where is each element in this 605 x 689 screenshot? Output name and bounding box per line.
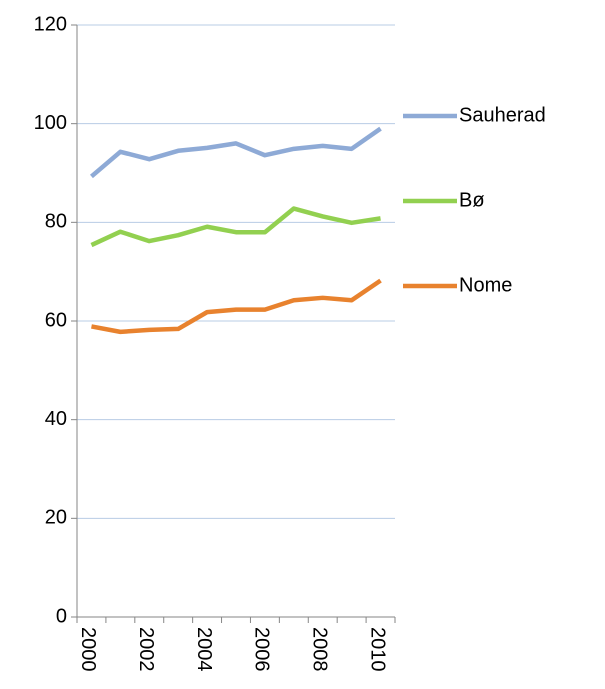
x-tick-label: 2006: [251, 627, 273, 672]
series-line: [90, 206, 381, 248]
legend-label: Sauherad: [459, 104, 546, 126]
series-line: [91, 278, 382, 335]
series-line: [89, 126, 382, 179]
x-tick-label: 2008: [308, 627, 330, 672]
y-tick-label: 40: [45, 408, 67, 430]
y-tick-label: 20: [45, 507, 67, 529]
x-tick-label: 2000: [77, 627, 99, 672]
legend-label: Bø: [459, 189, 485, 211]
legend-label: Nome: [459, 274, 512, 296]
y-tick-label: 80: [45, 211, 67, 233]
x-tick-label: 2002: [135, 627, 157, 672]
y-tick-label: 120: [34, 13, 67, 35]
x-tick-label: 2004: [193, 627, 215, 672]
y-tick-label: 100: [34, 112, 67, 134]
x-tick-label: 2010: [366, 627, 388, 672]
y-tick-label: 0: [56, 605, 67, 627]
y-tick-label: 60: [45, 309, 67, 331]
